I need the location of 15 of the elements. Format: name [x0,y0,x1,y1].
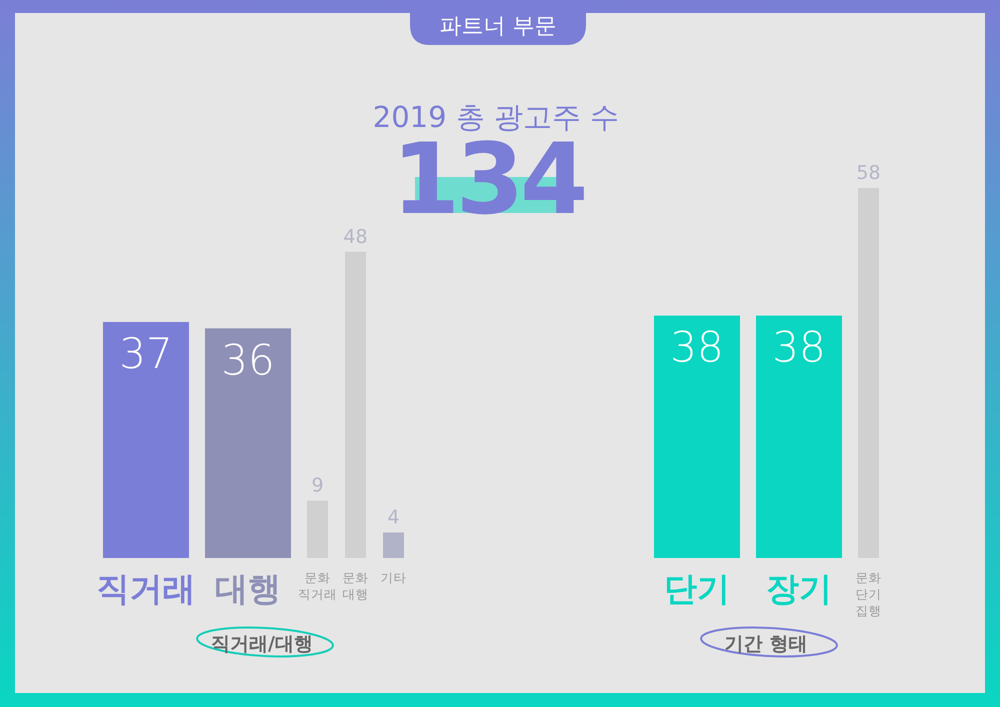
x-tick-label: 대행 [215,569,281,608]
data-label: 38 [670,322,724,372]
x-tick-label: 문화 직거래 [298,570,337,602]
data-label: 36 [221,335,275,384]
x-axis-title: 기간 형태 [724,633,808,655]
x-tick-label: 단기 [664,569,730,608]
x-axis-title: 직거래/대행 [211,633,313,655]
x-tick-label: 문화 대행 [342,570,368,602]
x-tick-label: 문화 단기 집행 [856,570,882,618]
data-label: 37 [119,328,173,378]
text: 파트너 부문 [440,14,556,39]
x-tick-label: 직거래 [96,569,196,608]
x-tick-label: 장기 [766,569,832,608]
data-label: 38 [772,322,826,372]
x-tick-label: 기타 [380,570,406,585]
